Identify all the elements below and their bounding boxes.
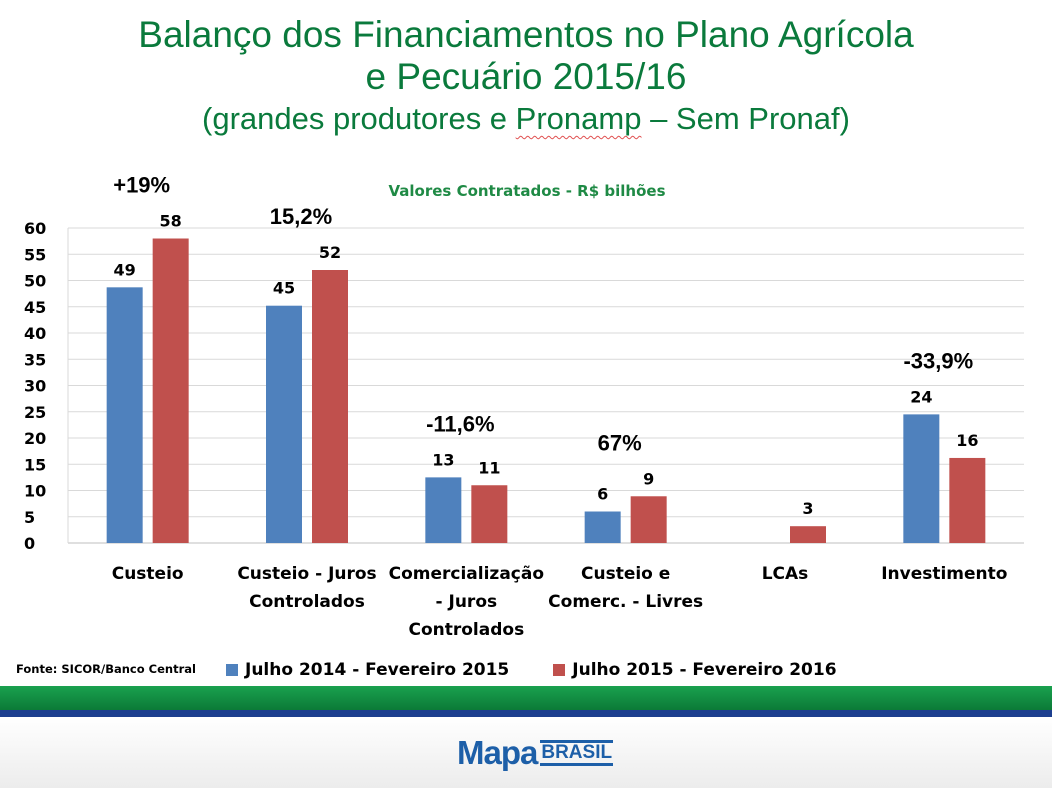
logo-text-mapa: Mapa — [457, 734, 538, 771]
slide-title: Balanço dos Financiamentos no Plano Agrí… — [0, 14, 1052, 138]
bar-s2-c3 — [471, 485, 508, 543]
legend-swatch-series-1 — [226, 664, 238, 676]
y-tick-label-45: 45 — [24, 298, 46, 317]
y-tick-label-0: 0 — [24, 534, 35, 553]
x-tick-label-c3-l1: Comercialização — [389, 564, 544, 584]
data-label-s1-c6: 24 — [910, 387, 932, 406]
chart-legend: Julho 2014 - Fevereiro 2015 Julho 2015 -… — [226, 656, 837, 684]
data-label-s1-c4: 6 — [597, 485, 608, 504]
bar-s2-c2 — [312, 270, 348, 543]
y-tick-label-20: 20 — [24, 429, 46, 448]
data-label-s1-c1: 49 — [114, 260, 136, 279]
bar-s2-c1 — [152, 238, 189, 543]
mapa-brasil-logo: Mapa BRASIL — [457, 733, 614, 773]
legend-item-series-1: Julho 2014 - Fevereiro 2015 — [226, 660, 509, 680]
footer-blue-band — [0, 710, 1052, 717]
bar-s1-c3 — [425, 477, 462, 543]
x-tick-label-c2-l2: Controlados — [249, 592, 365, 612]
x-tick-label-c6-l1: Investimento — [881, 564, 1007, 584]
subtitle-word: Pronamp — [515, 101, 642, 136]
x-tick-label-c4-l2: Comerc. - Livres — [548, 592, 703, 612]
x-tick-label-c3-l3: Controlados — [408, 620, 524, 640]
x-tick-label-c5-l1: LCAs — [762, 564, 809, 584]
y-tick-label-30: 30 — [24, 377, 46, 396]
bar-s1-c1 — [106, 287, 143, 543]
annotation-c6: -33,9% — [903, 348, 973, 373]
footer-green-band — [0, 686, 1052, 710]
y-tick-label-40: 40 — [24, 324, 46, 343]
footer-background — [0, 717, 1052, 788]
y-tick-label-5: 5 — [24, 508, 35, 527]
annotation-c2: 15,2% — [270, 204, 332, 229]
chart-title: Valores Contratados - R$ bilhões — [388, 182, 665, 200]
data-label-s2-c4: 9 — [643, 469, 654, 488]
data-label-s2-c2: 52 — [319, 243, 341, 262]
bar-s2-c5 — [790, 526, 826, 543]
legend-label-series-1: Julho 2014 - Fevereiro 2015 — [245, 660, 510, 680]
annotation-c3: -11,6% — [426, 411, 495, 436]
annotation-c1: +19% — [113, 173, 170, 198]
legend-swatch-series-2 — [553, 664, 566, 676]
source-note: Fonte: SICOR/Banco Central — [16, 662, 196, 676]
title-line-2: e Pecuário 2015/16 — [365, 56, 687, 97]
bar-s1-c6 — [903, 414, 940, 543]
subtitle-pre: (grandes produtores e — [202, 101, 516, 136]
x-tick-label-c3-l2: - Juros — [436, 592, 498, 612]
y-tick-label-15: 15 — [24, 455, 46, 474]
subtitle-post: – Sem Pronaf) — [641, 101, 850, 136]
data-label-s1-c3: 13 — [432, 450, 454, 469]
x-tick-label-c2-l1: Custeio - Juros — [237, 564, 376, 584]
subtitle: (grandes produtores e Pronamp – Sem Pron… — [0, 100, 1052, 138]
bar-s1-c4 — [584, 511, 621, 543]
data-label-s2-c1: 58 — [160, 212, 182, 231]
legend-label-series-2: Julho 2015 - Fevereiro 2016 — [572, 660, 837, 680]
data-label-s2-c5: 3 — [802, 499, 813, 518]
bar-s2-c4 — [630, 496, 667, 543]
data-label-s2-c3: 11 — [478, 458, 500, 477]
data-label-s1-c2: 45 — [273, 279, 295, 298]
bar-s1-c2 — [266, 305, 302, 543]
y-tick-label-25: 25 — [24, 403, 46, 422]
logo-text-brasil: BRASIL — [540, 740, 614, 766]
y-tick-label-10: 10 — [24, 482, 46, 501]
data-label-s2-c6: 16 — [956, 431, 978, 450]
title-line-1: Balanço dos Financiamentos no Plano Agrí… — [138, 14, 914, 55]
y-tick-label-55: 55 — [24, 245, 46, 264]
y-tick-label-50: 50 — [24, 272, 46, 291]
bar-chart: Valores Contratados - R$ bilhões 0 5 10 15 20… — [24, 173, 1024, 640]
y-tick-label-35: 35 — [24, 350, 46, 369]
annotation-c4: 67% — [598, 430, 642, 455]
legend-item-series-2: Julho 2015 - Fevereiro 2016 — [553, 660, 837, 680]
x-tick-label-c1-l1: Custeio — [112, 564, 184, 584]
y-tick-label-60: 60 — [24, 219, 46, 238]
bar-s2-c6 — [949, 457, 986, 543]
x-tick-label-c4-l1: Custeio e — [581, 564, 670, 584]
